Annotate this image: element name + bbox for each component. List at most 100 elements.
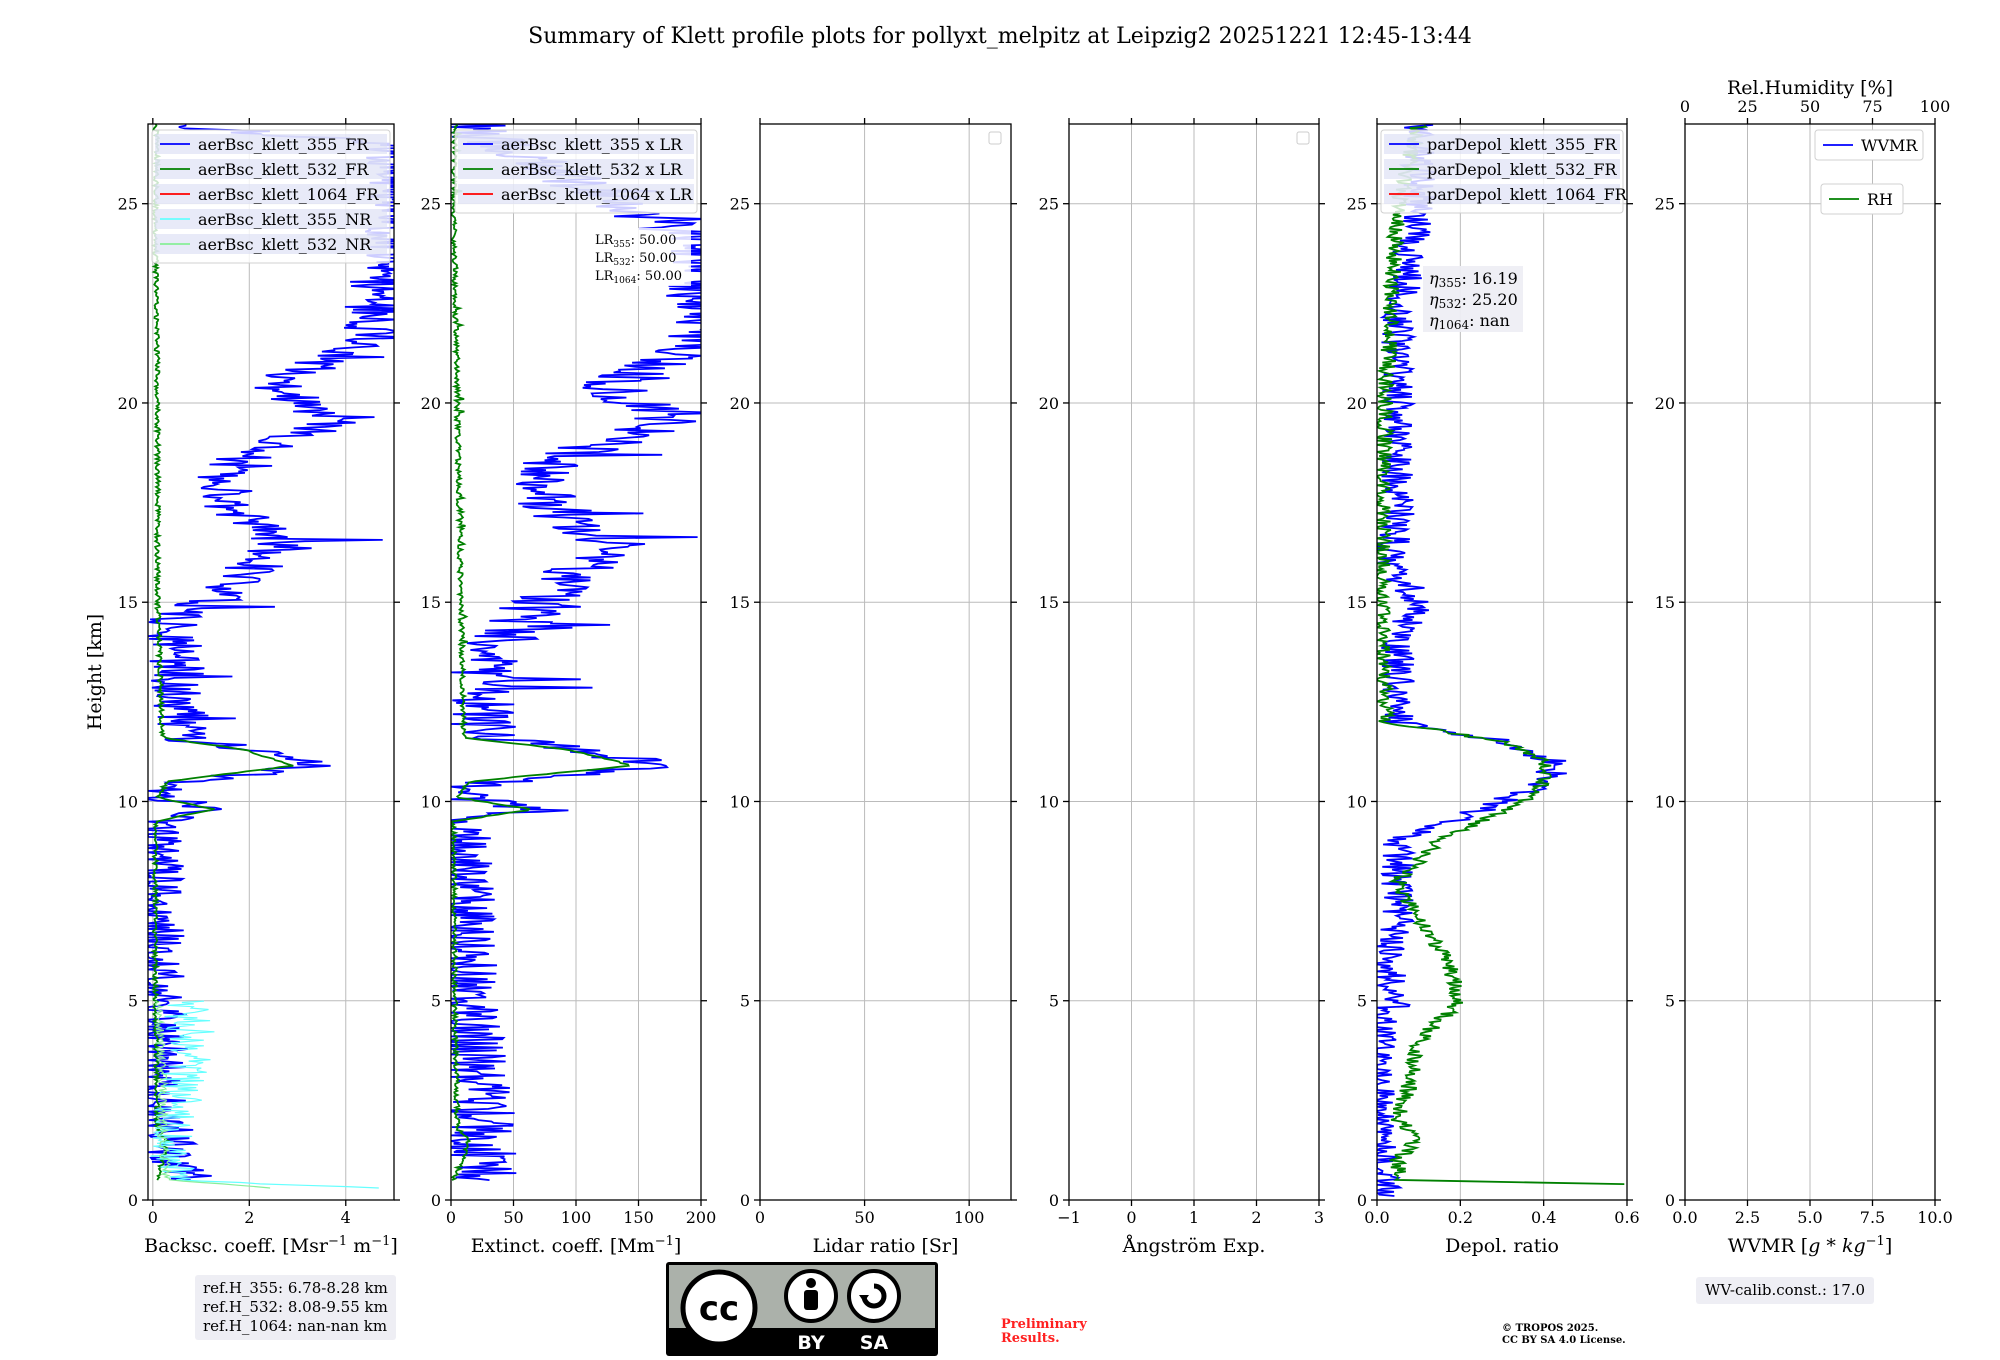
legend-label: aerBsc_klett_532 x LR [501, 160, 683, 179]
legend-depol: parDepol_klett_355_FR parDepol_klett_532_… [1380, 129, 1628, 214]
x-tick-label: 0.6 [1614, 1208, 1639, 1227]
refh-1064: ref.H_1064: nan-nan km [203, 1317, 388, 1335]
y-tick-label: 10 [1039, 792, 1059, 811]
refh-355: ref.H_355: 6.78-8.28 km [203, 1279, 388, 1297]
y-tick-label: 5 [740, 992, 750, 1011]
y-tick-label: 0 [1357, 1191, 1367, 1210]
legend-label: parDepol_klett_532_FR [1427, 160, 1618, 179]
axes-frame [1376, 123, 1628, 1201]
copyright-line-1: © TROPOS 2025. [1502, 1323, 1599, 1334]
y-tick-label: 0 [128, 1191, 138, 1210]
x-tick-label: 0.0 [1364, 1208, 1389, 1227]
svg-text:cc: cc [699, 1289, 739, 1329]
legend-row-bg [458, 159, 694, 179]
x-tick-label: 0.4 [1531, 1208, 1556, 1227]
y-tick-label: 20 [730, 394, 750, 413]
x-tick-label: 100 [561, 1208, 592, 1227]
top-axis-label: Rel.Humidity [%] [1727, 77, 1893, 99]
x-tick-label: 50 [854, 1208, 874, 1227]
panel-lidar_ratio: 0 50 100 0 5 10 15 20 25 Lidar ratio [Sr] [730, 118, 1017, 1257]
legend-wvmr: WVMR RH [1814, 129, 1924, 215]
figure-title: Summary of Klett profile plots for polly… [528, 24, 1472, 49]
legend-label: WVMR [1861, 136, 1918, 155]
y-tick-label: 20 [1655, 394, 1675, 413]
legend-label: parDepol_klett_1064_FR [1427, 185, 1628, 204]
legend-box [1820, 183, 1904, 215]
legend-row-bg [1384, 184, 1620, 204]
panel-wvmr: 0.0 2.5 5.0 7.5 10.0 0 5 10 15 20 25 WVMR [g * kg−1… [1655, 77, 1953, 1257]
legend-row-bg [155, 159, 387, 179]
reference-height-box: ref.H_355: 6.78-8.28 km ref.H_532: 8.08-… [195, 1275, 396, 1340]
legend-label: aerBsc_klett_355_NR [198, 210, 372, 229]
top-x-tick-label: 100 [1920, 97, 1951, 116]
legend-label: aerBsc_klett_532_NR [198, 235, 372, 254]
legend-box [1814, 129, 1924, 161]
legend-row-bg [155, 209, 387, 229]
x-tick-label: 0.0 [1672, 1208, 1697, 1227]
x-axis-label: Ångström Exp. [1122, 1235, 1266, 1257]
x-tick-label: 50 [503, 1208, 523, 1227]
cc-badge-by: BY [797, 1332, 824, 1354]
legend-label: aerBsc_klett_1064_FR [198, 185, 380, 204]
y-tick-label: 25 [1655, 195, 1675, 214]
y-tick-label: 5 [1357, 992, 1367, 1011]
panel-backscatter: 0 2 4 0 5 10 15 20 25 Backsc. coeff. [Msr−1 m−1] a… [118, 118, 400, 1257]
annotation-line: LR355: 50.00 [595, 233, 676, 250]
x-tick-label: 0.2 [1448, 1208, 1473, 1227]
y-tick-label: 0 [1049, 1191, 1059, 1210]
legend-label: parDepol_klett_355_FR [1427, 135, 1618, 154]
empty-legend-box [988, 131, 1002, 145]
wv-calib-value: WV-calib.const.: 17.0 [1705, 1281, 1866, 1299]
y-tick-label: 25 [730, 195, 750, 214]
top-x-tick-label: 25 [1737, 97, 1757, 116]
annotation-line: LR532: 50.00 [595, 251, 676, 268]
legend-row-bg [458, 134, 694, 154]
y-tick-label: 0 [1665, 1191, 1675, 1210]
x-tick-label: 4 [341, 1208, 351, 1227]
annotation-line: LR1064: 50.00 [595, 269, 682, 286]
legend-row-bg [458, 184, 694, 204]
x-axis-label: Lidar ratio [Sr] [813, 1235, 959, 1257]
axes-frame [147, 123, 395, 1201]
top-x-tick-label: 75 [1862, 97, 1882, 116]
y-tick-label: 20 [1039, 394, 1059, 413]
legend-row-bg [155, 234, 387, 254]
legend-extinction: aerBsc_klett_355 x LR aerBsc_klett_532 x … [454, 129, 698, 214]
x-tick-label: 0 [446, 1208, 456, 1227]
y-tick-label: 20 [1347, 394, 1367, 413]
cc-badge-sa: SA [860, 1332, 889, 1354]
y-tick-label: 10 [730, 792, 750, 811]
y-tick-label: 0 [431, 1191, 441, 1210]
y-tick-label: 5 [1049, 992, 1059, 1011]
legend-label: aerBsc_klett_355_FR [198, 135, 369, 154]
axes-frame [759, 123, 1012, 1201]
empty-legend-box [1296, 131, 1310, 145]
y-tick-label: 10 [118, 792, 138, 811]
legend-row-bg [155, 134, 387, 154]
y-tick-label: 5 [1665, 992, 1675, 1011]
x-tick-label: 0 [148, 1208, 158, 1227]
x-tick-label: 5.0 [1797, 1208, 1822, 1227]
y-tick-label: 15 [1039, 593, 1059, 612]
y-tick-label: 15 [421, 593, 441, 612]
y-tick-label: 5 [128, 992, 138, 1011]
y-tick-label: 20 [118, 394, 138, 413]
x-tick-label: 1 [1189, 1208, 1199, 1227]
refh-532: ref.H_532: 8.08-9.55 km [203, 1298, 388, 1316]
x-tick-label: 100 [954, 1208, 985, 1227]
legend-label: aerBsc_klett_1064 x LR [501, 185, 693, 204]
copyright-note: © TROPOS 2025. CC BY SA 4.0 License. [1502, 1323, 1626, 1347]
legend-row-bg [1384, 159, 1620, 179]
y-tick-label: 10 [421, 792, 441, 811]
x-tick-label: 2.5 [1735, 1208, 1760, 1227]
series-aerBsc_klett_532 x LR [451, 124, 630, 1181]
series-aerBsc_klett_355_NR [150, 1000, 379, 1189]
x-tick-label: 200 [686, 1208, 717, 1227]
legend-row-bg [155, 184, 387, 204]
x-axis-label: Extinct. coeff. [Mm−1] [471, 1234, 682, 1257]
